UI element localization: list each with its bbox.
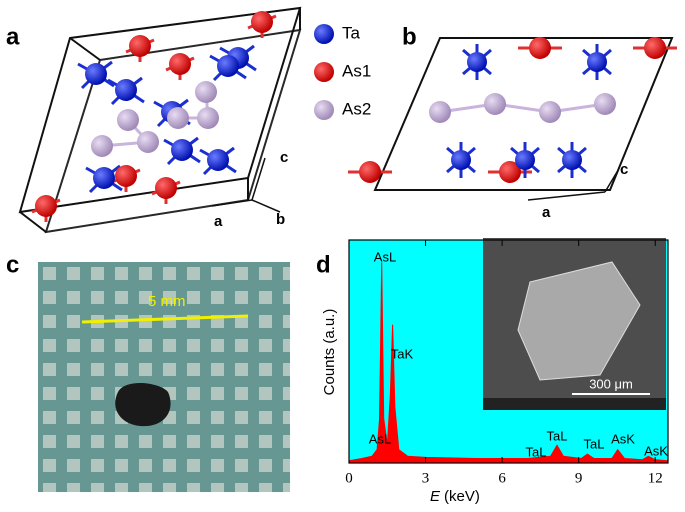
peak-label: TaL [547, 428, 568, 443]
axis-label: b [276, 211, 285, 228]
panel-label: d [316, 251, 331, 278]
atom [217, 55, 239, 77]
legend-label: Ta [342, 23, 361, 42]
sem-footer [483, 398, 666, 410]
peak-label: TaL [526, 444, 547, 459]
peak-label: TaK [391, 346, 414, 361]
legend-swatch [314, 62, 334, 82]
unit-cell-a [18, 6, 302, 234]
panel-label: c [6, 251, 19, 278]
axis-label: a [214, 213, 223, 230]
x-tick-label: 3 [422, 470, 430, 486]
atom [515, 150, 535, 170]
atom [137, 131, 159, 153]
atom [115, 165, 137, 187]
plot-frame [348, 239, 669, 464]
atom [529, 37, 551, 59]
atom [91, 135, 113, 157]
atom [539, 101, 561, 123]
atom [197, 107, 219, 129]
atom [35, 195, 57, 217]
axis-label: c [620, 161, 628, 178]
atom [85, 63, 107, 85]
atom [429, 101, 451, 123]
photo [38, 262, 290, 492]
peak-label: AsL [369, 431, 391, 446]
legend-swatch [314, 24, 334, 44]
atom [251, 11, 273, 33]
peak-label: AsL [374, 249, 396, 264]
atom [451, 150, 471, 170]
atom [195, 81, 217, 103]
atom [93, 167, 115, 189]
atom [171, 139, 193, 161]
legend-swatch [314, 100, 334, 120]
x-axis-symbol: E [430, 488, 441, 505]
photo-tint [38, 262, 290, 492]
structure-a [31, 11, 277, 222]
axis-label: c [280, 149, 288, 166]
x-tick-label: 12 [648, 470, 663, 486]
legend-label: As2 [342, 99, 371, 118]
peak-label: AsK [611, 431, 635, 446]
atom [129, 35, 151, 57]
axes-a [211, 157, 281, 213]
unit-cell-b [373, 37, 674, 191]
structure-b [348, 37, 677, 183]
scale-label: 5 mm [148, 293, 186, 310]
scale-bar [81, 314, 249, 324]
x-axis-unit: (keV) [444, 488, 480, 505]
peak-label: TaL [584, 436, 605, 451]
atom [169, 53, 191, 75]
x-tick-label: 0 [345, 470, 353, 486]
atom [484, 93, 506, 115]
panel-label: b [402, 23, 417, 50]
atom [587, 52, 607, 72]
x-tick-label: 9 [575, 470, 583, 486]
axes-b [527, 171, 618, 201]
atom [155, 177, 177, 199]
atom [499, 161, 521, 183]
atom [644, 37, 666, 59]
legend-label: As1 [342, 61, 371, 80]
atom [167, 107, 189, 129]
y-axis-title: Counts (a.u.) [321, 309, 338, 396]
atom [117, 109, 139, 131]
atom [594, 93, 616, 115]
atom [115, 79, 137, 101]
peak-label: AsK [644, 443, 668, 458]
sem-crystal [517, 261, 641, 381]
panel-label: a [6, 23, 20, 50]
sem-scale-label: 300 μm [589, 376, 633, 391]
atom [359, 161, 381, 183]
atom [562, 150, 582, 170]
axis-label: a [542, 204, 551, 221]
atom [207, 149, 229, 171]
x-tick-label: 6 [498, 470, 506, 486]
atom [467, 52, 487, 72]
crystal [115, 382, 171, 427]
